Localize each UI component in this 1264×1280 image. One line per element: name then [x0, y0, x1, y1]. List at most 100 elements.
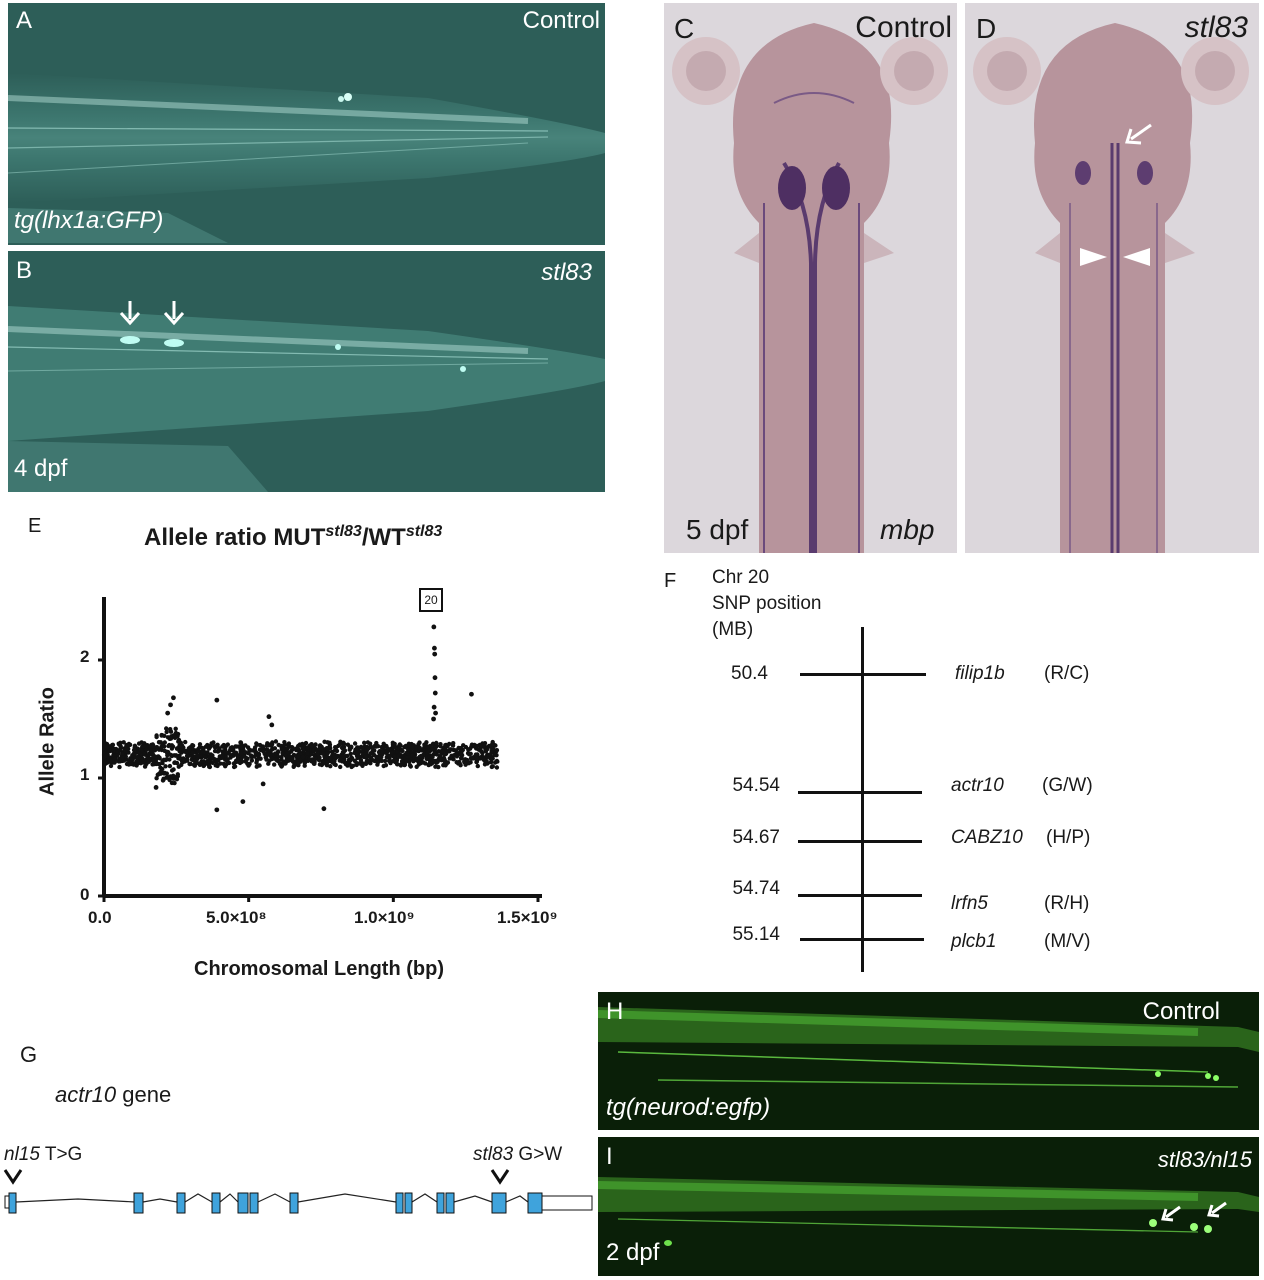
panel-f-header: Chr 20 SNP position (MB) — [712, 565, 822, 643]
data-point — [289, 755, 294, 761]
gene-structure-diagram — [3, 1169, 593, 1214]
data-point — [157, 755, 162, 760]
data-point — [181, 745, 186, 750]
data-point — [246, 751, 251, 756]
data-point — [360, 763, 365, 768]
snp-gene: CABZ10 — [951, 827, 1023, 848]
data-point — [117, 764, 122, 770]
data-point — [315, 751, 320, 757]
panel-i-letter: I — [606, 1143, 613, 1170]
data-point — [482, 762, 488, 767]
data-point — [438, 755, 443, 761]
data-point — [248, 748, 254, 753]
data-point — [142, 751, 147, 757]
data-point — [164, 726, 169, 731]
data-point — [372, 758, 377, 764]
data-point — [167, 763, 173, 769]
data-point — [325, 748, 330, 753]
data-point — [238, 740, 244, 745]
data-point — [295, 745, 300, 751]
snp-position: 54.54 — [732, 775, 780, 796]
data-point — [208, 743, 213, 748]
data-point — [234, 744, 239, 749]
data-point — [474, 756, 479, 762]
data-point — [175, 772, 180, 777]
data-point — [151, 758, 156, 763]
data-point — [214, 759, 219, 764]
data-point — [481, 757, 486, 762]
data-point — [287, 744, 292, 749]
data-point — [374, 740, 379, 746]
data-point — [367, 741, 373, 746]
data-point — [126, 762, 132, 767]
snp-marker-line — [800, 938, 924, 941]
panel-a-image — [8, 3, 605, 245]
data-point — [457, 761, 462, 766]
data-point — [397, 752, 402, 757]
data-point — [254, 741, 259, 746]
data-point — [270, 740, 275, 745]
data-point — [104, 744, 109, 750]
data-point — [126, 750, 131, 755]
data-point — [339, 759, 345, 764]
snp-gene: filip1b — [955, 663, 1005, 684]
data-point — [309, 752, 314, 757]
data-point — [321, 747, 326, 752]
data-point — [422, 742, 427, 747]
gene-title-name: actr10 — [55, 1082, 117, 1107]
data-point — [311, 761, 317, 766]
data-point — [135, 759, 140, 764]
data-point — [330, 759, 335, 764]
data-point — [270, 752, 275, 757]
data-point — [321, 806, 327, 812]
data-point — [167, 742, 172, 748]
snp-position: 54.67 — [732, 827, 780, 848]
data-point — [272, 746, 278, 751]
data-point — [466, 747, 471, 752]
data-point — [173, 753, 179, 758]
snp-marker-line — [798, 840, 922, 843]
data-point — [212, 748, 218, 754]
data-point — [383, 758, 388, 764]
data-point — [112, 760, 117, 765]
panel-d-image — [965, 3, 1259, 553]
data-point — [426, 762, 432, 767]
chart-xlabel: Chromosomal Length (bp) — [194, 958, 444, 980]
data-point — [481, 743, 487, 749]
panel-i-image — [598, 1137, 1259, 1276]
snp-aa-change: (R/C) — [1044, 663, 1090, 684]
data-point — [277, 761, 283, 767]
data-point — [132, 747, 137, 753]
data-point — [215, 742, 220, 747]
data-point — [352, 741, 358, 746]
data-point — [474, 743, 479, 749]
snp-gene: actr10 — [951, 775, 1004, 796]
data-point — [228, 753, 233, 758]
data-point — [350, 763, 356, 768]
data-point — [342, 741, 347, 747]
data-point — [195, 753, 200, 758]
snp-position: 50.4 — [731, 663, 768, 684]
data-point — [466, 751, 472, 757]
data-point — [140, 756, 145, 762]
data-point — [162, 748, 167, 753]
mutation-label-stl83: stl83 G>W — [473, 1144, 562, 1166]
data-point — [305, 751, 310, 756]
data-point — [121, 740, 126, 745]
data-point — [243, 759, 248, 764]
panel-d-larva-illustration — [965, 3, 1259, 553]
data-point — [302, 763, 307, 768]
data-point — [342, 748, 348, 753]
data-point — [302, 760, 307, 765]
data-point — [167, 777, 172, 783]
chart-title-mid: /WT — [361, 524, 406, 551]
gene-title: actr10 gene — [55, 1082, 171, 1108]
data-point — [136, 741, 142, 746]
panel-b-image — [8, 251, 605, 492]
data-point — [214, 807, 220, 813]
data-point — [354, 760, 359, 766]
data-point — [431, 704, 437, 710]
chart-title-prefix: Allele ratio MUT — [144, 524, 326, 551]
data-point — [181, 757, 186, 762]
data-point — [475, 763, 480, 769]
